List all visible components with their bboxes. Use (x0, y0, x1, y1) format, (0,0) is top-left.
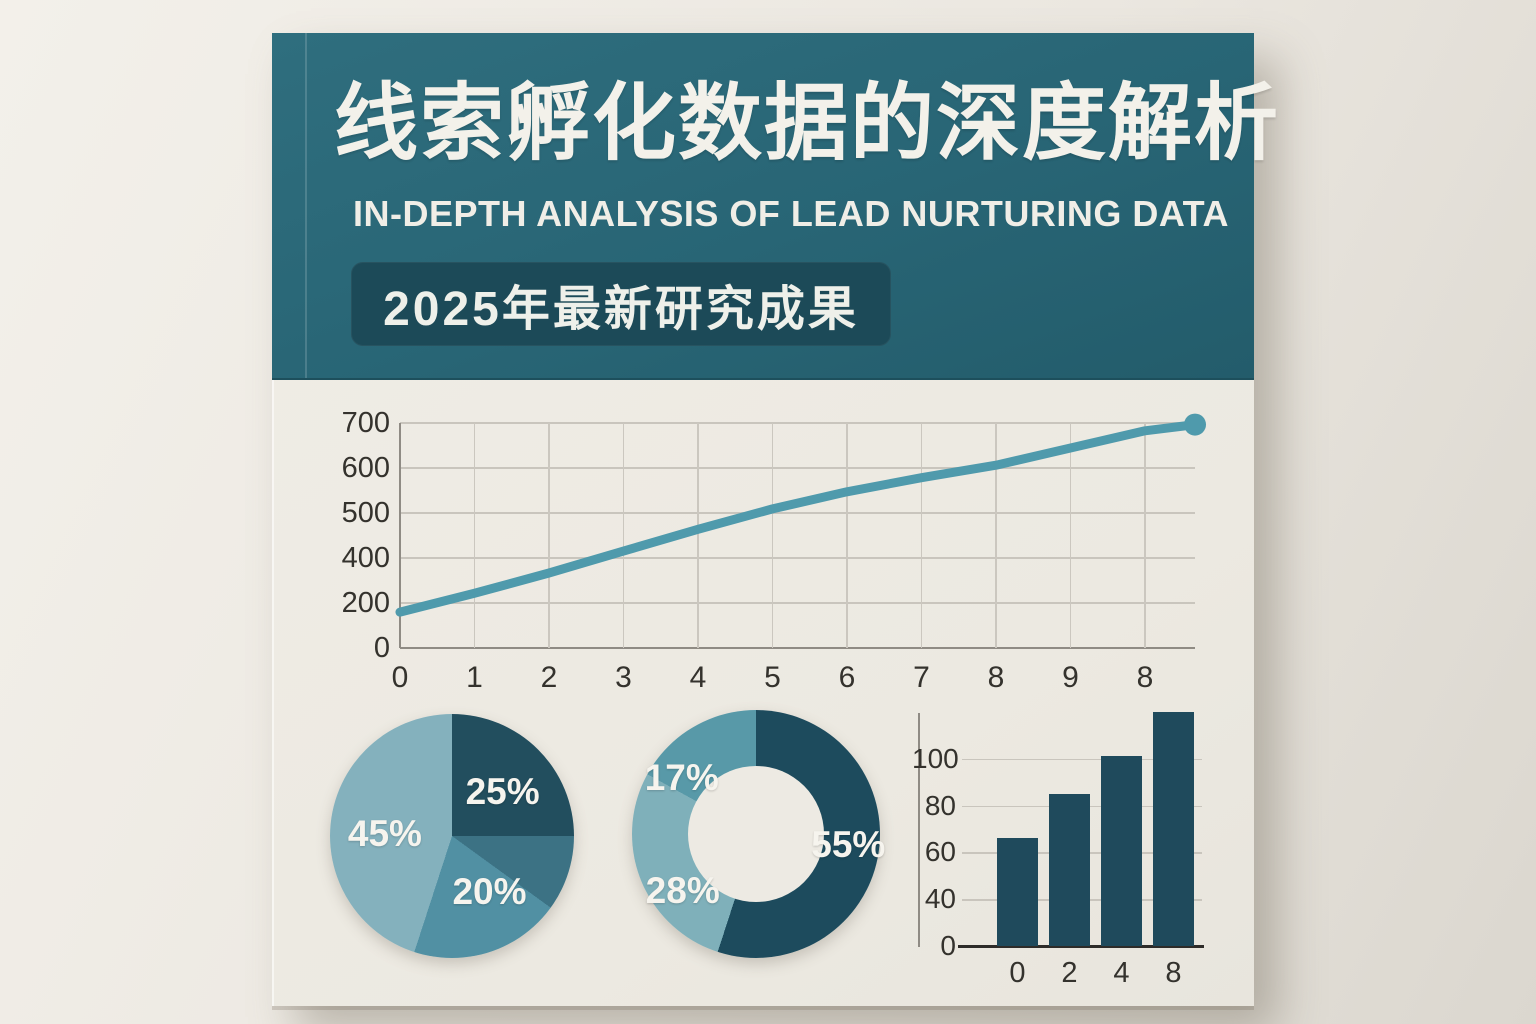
x-axis-tick-label: 8 (987, 661, 1005, 694)
slice-label: 28% (645, 870, 720, 912)
bar-x-axis-line (958, 945, 1204, 948)
line-chart (395, 413, 1206, 649)
bar-y-tick-label: 80 (924, 789, 956, 821)
paper-crease (305, 33, 307, 378)
gridline-vertical (1069, 423, 1072, 648)
y-axis-tick-label: 200 (341, 587, 390, 619)
poster-header: 线索孵化数据的深度解析 IN-DEPTH ANALYSIS OF LEAD NU… (272, 33, 1281, 380)
x-axis-tick-label: 2 (540, 661, 558, 694)
donut-chart: 55% 28% 17% (632, 710, 885, 958)
x-axis-tick-label: 1 (466, 661, 483, 694)
gridline-horizontal (400, 422, 1195, 424)
trend-line-path (395, 420, 1200, 617)
gridline-horizontal (400, 647, 1195, 649)
page-subtitle: IN-DEPTH ANALYSIS OF LEAD NURTURING DATA (352, 193, 1229, 234)
year-badge: 2025年最新研究成果 (351, 262, 891, 346)
slice-label: 20% (452, 870, 527, 912)
gridline-vertical (622, 423, 625, 648)
page-title: 线索孵化数据的深度解析 (334, 76, 1281, 170)
bar-x-tick-label: 0 (1009, 957, 1026, 989)
bar-y-axis-line (918, 713, 920, 947)
gridline-vertical (846, 423, 848, 648)
gridline-horizontal (400, 467, 1195, 469)
bar (1101, 756, 1142, 946)
y-axis-tick-label: 500 (341, 497, 390, 529)
x-axis-tick-label: 8 (1136, 661, 1154, 694)
bar-y-tick-label: 60 (924, 836, 956, 868)
line-end-dot (1184, 413, 1206, 436)
y-axis-tick-label: 400 (341, 542, 390, 574)
bar-x-tick-label: 8 (1165, 957, 1182, 989)
gridline-vertical (995, 423, 997, 648)
x-axis-tick-label: 7 (913, 661, 930, 694)
trend-line (395, 413, 1206, 617)
x-axis-tick-label: 9 (1062, 661, 1079, 694)
donut-hole (687, 765, 825, 903)
gridline-vertical (548, 423, 550, 648)
gridline-horizontal (400, 512, 1195, 514)
y-axis-tick-label: 0 (373, 632, 390, 664)
gridline-vertical (697, 423, 699, 648)
bar-y-tick-label: 40 (924, 883, 956, 915)
x-axis-tick-label: 0 (391, 661, 409, 694)
y-axis-tick-label: 700 (341, 407, 390, 439)
bar (1049, 793, 1090, 946)
pie-chart: 25% 20% 45% (330, 714, 574, 958)
x-axis-tick-label: 3 (615, 661, 632, 694)
gridline-vertical (1144, 423, 1146, 648)
bar-chart: 100 80 60 40 0 0 2 4 8 (912, 709, 1204, 1009)
slice-label: 25% (465, 770, 540, 812)
poster: 线索孵化数据的深度解析 IN-DEPTH ANALYSIS OF LEAD NU… (272, 33, 1281, 1009)
slice-label: 45% (347, 812, 422, 854)
gridline-vertical (920, 423, 923, 648)
bar-y-tick-label: 100 (912, 742, 959, 774)
bar (997, 838, 1038, 946)
bar (1153, 712, 1194, 946)
slice-label: 55% (811, 824, 886, 866)
gridline-vertical (771, 423, 774, 648)
gridline-vertical (399, 423, 402, 648)
bar-gridline (962, 758, 1202, 761)
slice-label: 17% (644, 757, 719, 799)
gridline-vertical (473, 423, 476, 648)
x-axis-tick-label: 6 (838, 661, 856, 694)
x-axis-tick-label: 4 (689, 661, 707, 694)
x-axis-tick-label: 5 (764, 661, 781, 694)
bar-x-tick-label: 2 (1061, 957, 1078, 989)
gridline-horizontal (400, 557, 1195, 559)
bar-x-tick-label: 4 (1113, 957, 1130, 989)
gridline-horizontal (400, 602, 1195, 604)
y-axis-tick-label: 600 (341, 452, 390, 484)
bar-y-tick-label: 0 (940, 930, 956, 961)
year-badge-label: 2025年最新研究成果 (383, 283, 859, 336)
